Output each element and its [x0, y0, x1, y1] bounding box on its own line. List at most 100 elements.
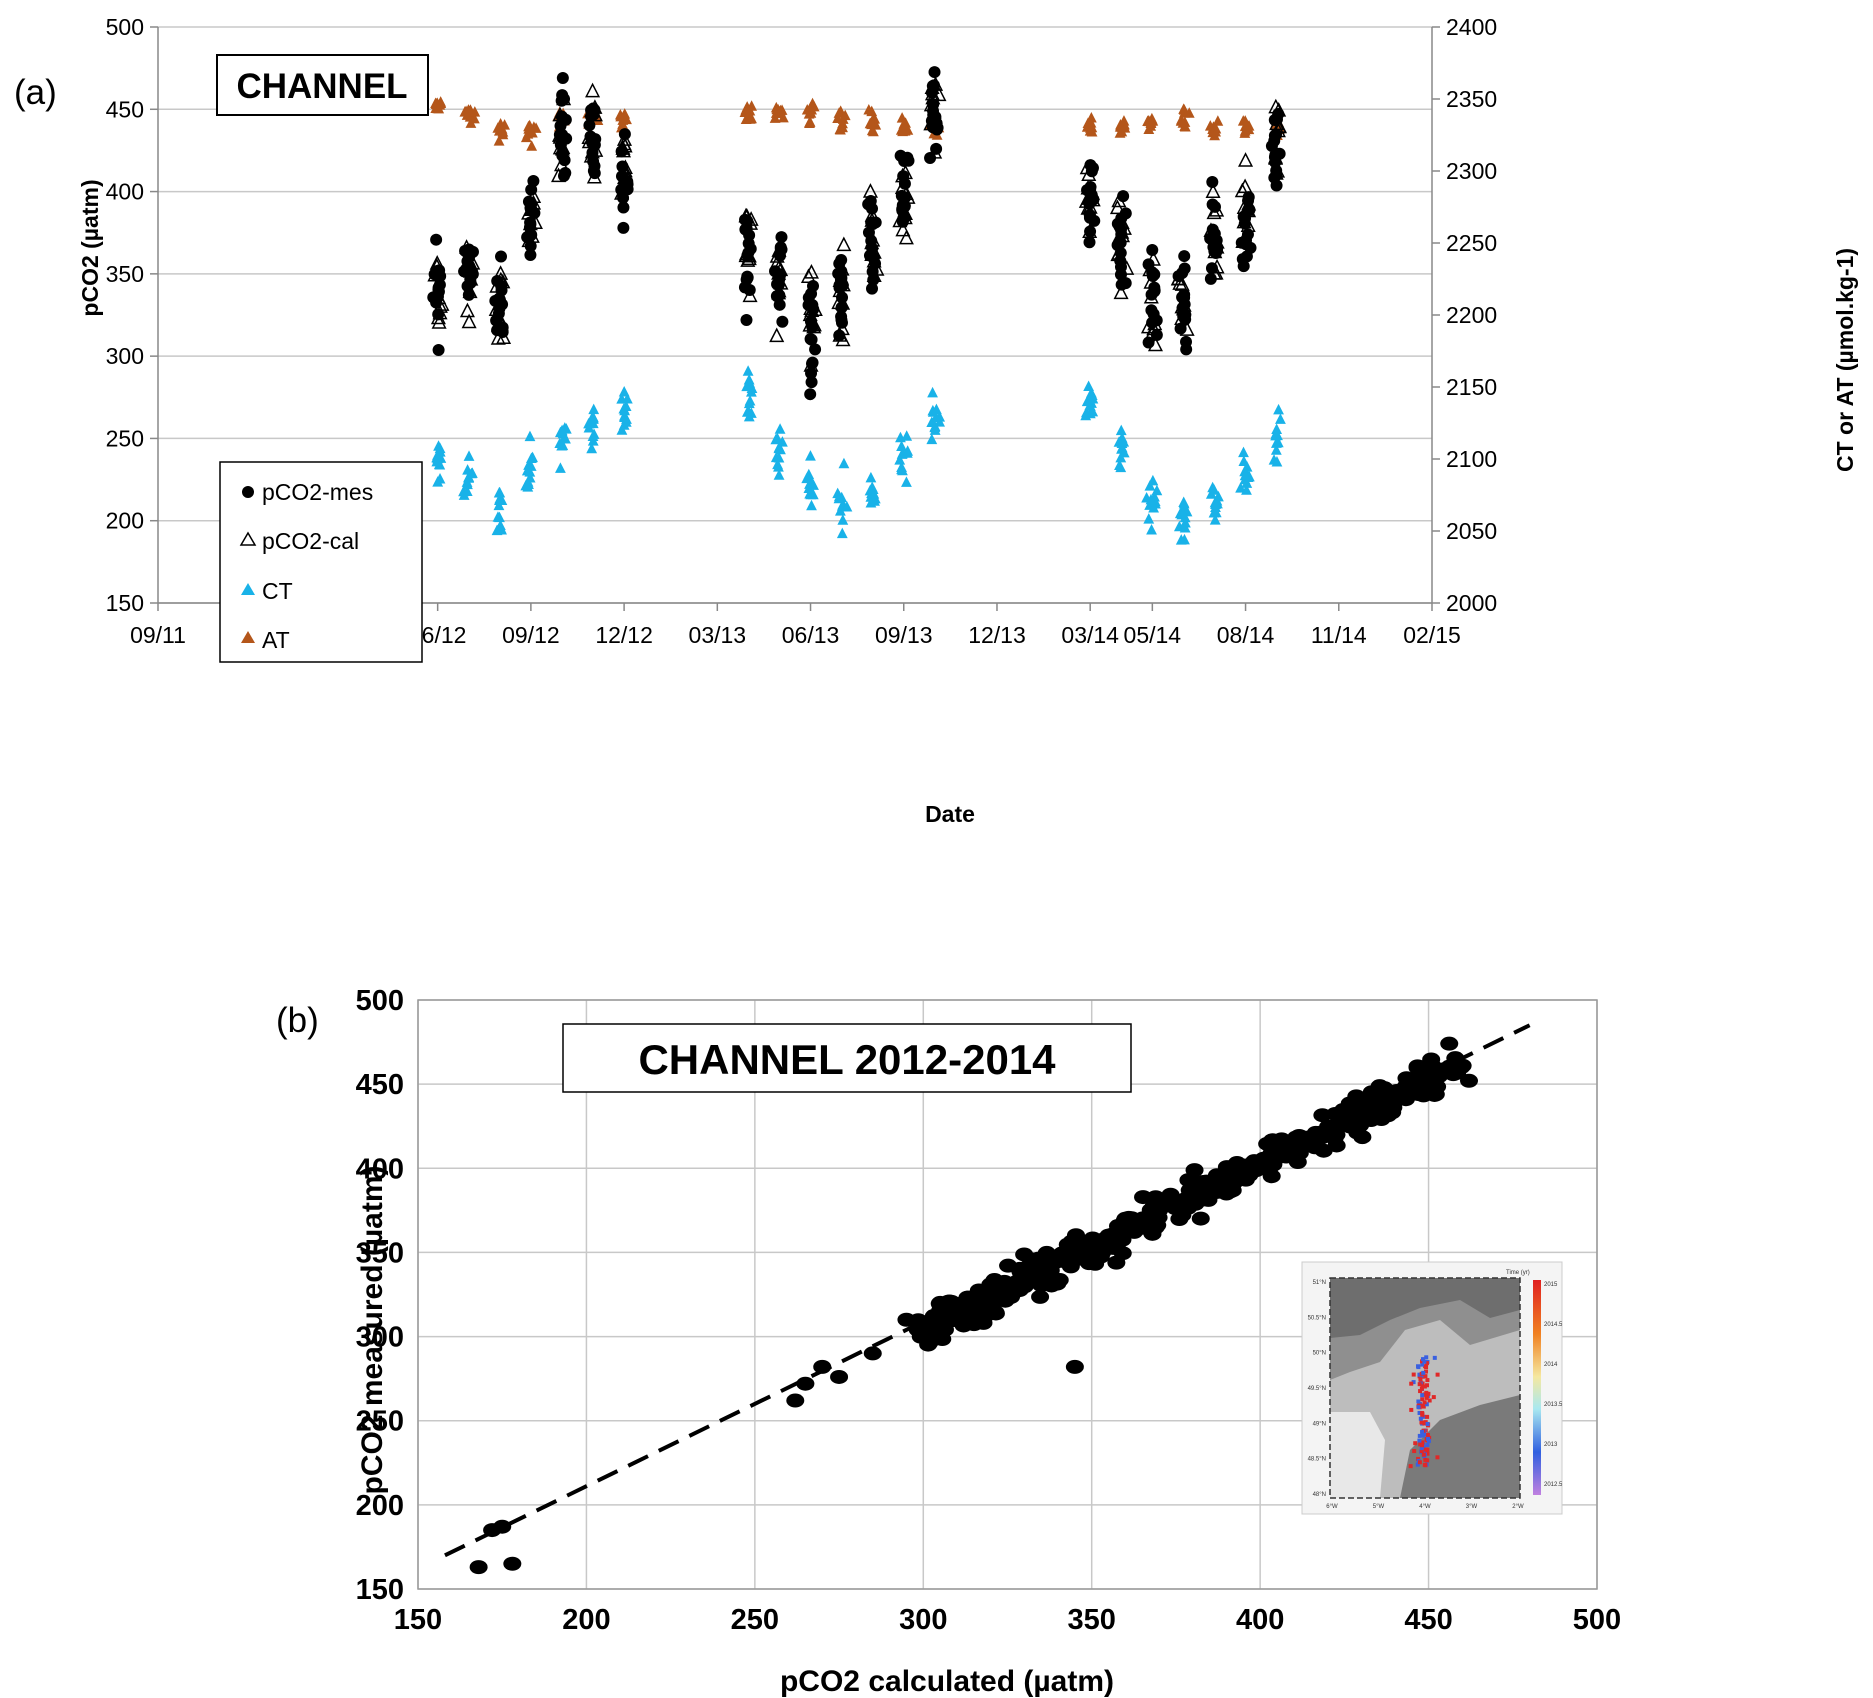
pco2-mes-point — [930, 142, 943, 155]
ct-point — [1143, 513, 1155, 524]
pco2-mes-point — [586, 146, 599, 159]
pco2-mes-point — [898, 199, 911, 212]
pco2-mes-point — [805, 376, 818, 389]
scatter-point — [920, 1335, 939, 1350]
at-point — [1118, 115, 1130, 126]
pco2-mes-point — [432, 283, 445, 296]
pco2-mes-point — [1241, 228, 1254, 241]
ct-point — [1114, 459, 1125, 470]
pco2-mes-point — [806, 321, 819, 334]
track-point — [1420, 1384, 1425, 1389]
x-tick-label: 450 — [1404, 1604, 1452, 1636]
pco2-mes-point — [741, 272, 754, 285]
at-point — [523, 123, 535, 134]
legend-label-pco2-cal: pCO2-cal — [262, 528, 359, 554]
inset-lat-label: 50.5°N — [1308, 1315, 1326, 1321]
scatter-point — [1191, 1211, 1210, 1226]
scatter-point — [786, 1393, 805, 1408]
ct-point — [1271, 456, 1283, 467]
pco2-mes-point — [1178, 308, 1191, 321]
pco2-mes-point — [776, 315, 789, 328]
panel-b-title-box — [562, 1023, 1132, 1093]
at-point — [804, 116, 815, 128]
track-point — [1415, 1462, 1420, 1467]
ct-point — [1083, 380, 1095, 391]
track-point — [1420, 1359, 1425, 1364]
x-tick-label: 02/15 — [1403, 622, 1461, 648]
at-point — [592, 114, 604, 125]
track-point — [1424, 1365, 1429, 1370]
track-point — [1420, 1393, 1425, 1398]
track-point — [1432, 1355, 1437, 1360]
pco2-mes-point — [556, 89, 569, 102]
ct-point — [1145, 493, 1157, 505]
scatter-point — [830, 1369, 849, 1384]
ct-point — [930, 411, 942, 422]
scatter-point — [1162, 1198, 1181, 1213]
ct-point — [865, 497, 877, 508]
panel-b-axes — [417, 999, 1598, 1590]
ct-point — [1271, 423, 1283, 435]
pco2-mes-point — [430, 233, 443, 246]
ct-point — [1273, 403, 1284, 415]
at-point — [746, 100, 758, 111]
ct-point — [583, 417, 594, 429]
ct-point — [466, 467, 477, 479]
ct-point — [558, 432, 570, 444]
ct-point — [1270, 444, 1282, 455]
y-tick-label: 200 — [356, 1490, 404, 1522]
scatter-point — [1422, 1070, 1441, 1085]
track-point — [1424, 1390, 1429, 1395]
inset-lat-label: 49°N — [1313, 1421, 1326, 1427]
panel-b: (b) 150 200 250 300 350 400 450 500 150 200 250 30… — [276, 985, 1621, 1698]
pco2-mes-point — [621, 175, 634, 188]
scatter-point — [932, 1323, 951, 1338]
pco2-cal-point — [585, 82, 601, 98]
ct-point — [461, 485, 473, 497]
ct-point — [806, 499, 817, 511]
y-tick-label: 200 — [106, 508, 144, 534]
scatter-point — [1353, 1130, 1372, 1145]
scatter-point — [1355, 1112, 1374, 1127]
scatter-point — [924, 1309, 943, 1324]
track-point — [1418, 1377, 1423, 1382]
ct-point — [1207, 481, 1219, 493]
panel-b-y-label: pCO2 measured (µatm) — [356, 1165, 389, 1494]
ct-point — [1118, 446, 1130, 458]
y2-tick-label: 2250 — [1446, 230, 1497, 256]
pco2-mes-point — [741, 249, 754, 262]
at-point — [618, 111, 630, 122]
pco2-mes-point — [804, 332, 817, 345]
scatter-point — [1197, 1191, 1216, 1206]
pco2-mes-point — [584, 130, 597, 143]
pco2-mes-point — [524, 240, 537, 253]
pco2-mes-point — [432, 344, 445, 357]
at-point — [740, 103, 752, 115]
pco2-mes-point — [1269, 156, 1282, 169]
ct-point — [524, 472, 536, 483]
pco2-mes-point — [835, 265, 848, 278]
scatter-point — [1325, 1131, 1344, 1146]
ct-point — [896, 440, 907, 451]
ct-point — [743, 410, 755, 422]
track-point — [1409, 1381, 1414, 1386]
inset-lon-label: 5°W — [1373, 1504, 1385, 1510]
inset-lon-label: 3°W — [1466, 1504, 1478, 1510]
pco2-cal-point — [836, 236, 852, 252]
scatter-point — [1170, 1211, 1189, 1226]
pco2-cal-point — [1238, 152, 1254, 167]
x-tick-label: 11/14 — [1311, 622, 1367, 648]
ct-point — [773, 452, 785, 463]
track-point — [1411, 1372, 1416, 1377]
ct-point — [1179, 511, 1191, 523]
pco2-mes-point — [558, 154, 571, 167]
ct-point — [621, 413, 632, 424]
at-point — [839, 109, 851, 121]
pco2-mes-point — [495, 284, 508, 297]
x-tick-label: 09/12 — [502, 622, 560, 648]
panel-a-y2-label: CT or AT (µmol.kg-1) — [1832, 248, 1858, 472]
track-point — [1435, 1455, 1440, 1460]
at-point — [433, 102, 445, 114]
scatter-point — [1061, 1253, 1080, 1268]
scatter-point — [1031, 1289, 1050, 1304]
